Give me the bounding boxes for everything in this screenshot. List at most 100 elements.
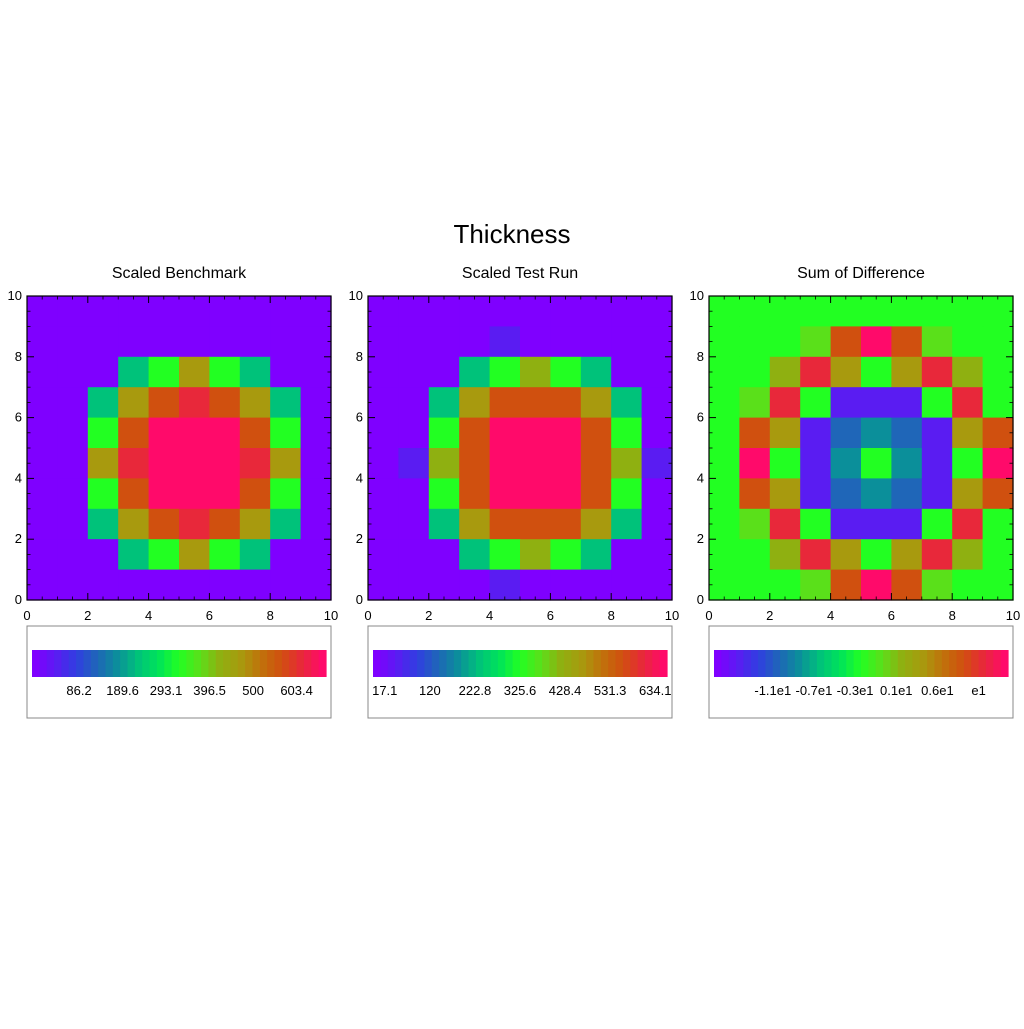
- heatmap-cell: [300, 508, 332, 540]
- heatmap-cell: [239, 539, 271, 571]
- x-tick-label: 10: [324, 608, 338, 623]
- heatmap-cell: [87, 326, 119, 358]
- heatmap-cell: [57, 417, 89, 449]
- heatmap-cell: [300, 478, 332, 510]
- heatmap-cell: [489, 326, 521, 358]
- heatmap-panel-1: Scaled Benchmark 0 2 4 6 8 10 0 2 4 6 8 10 86.2 189.6 2…: [8, 265, 338, 719]
- heatmap-cell: [709, 569, 740, 601]
- heatmap-cell: [861, 296, 892, 327]
- heatmap-cell: [368, 296, 399, 327]
- heatmap-cell: [27, 508, 58, 540]
- heatmap-cell: [952, 417, 984, 449]
- heatmap-cell: [428, 539, 460, 571]
- heatmap-cell: [952, 569, 984, 601]
- heatmap-cell: [952, 356, 984, 388]
- colorbar-swatch: [897, 650, 906, 677]
- heatmap-cell: [830, 296, 862, 327]
- colorbar-swatch: [549, 650, 558, 677]
- x-tick-label: 8: [267, 608, 274, 623]
- heatmap-cell: [428, 569, 460, 601]
- x-tick-label: 8: [608, 608, 615, 623]
- heatmap-cell: [611, 326, 643, 358]
- heatmap-cell: [550, 326, 582, 358]
- heatmap-cell: [118, 326, 150, 358]
- heatmap-cell: [550, 569, 582, 601]
- heatmap-cell: [368, 539, 399, 571]
- heatmap-cell: [611, 539, 643, 571]
- colorbar-swatch: [630, 650, 639, 677]
- colorbar-swatch: [105, 650, 114, 677]
- heatmap-cell: [800, 448, 832, 479]
- heatmap-cell: [952, 478, 984, 510]
- heatmap-cell: [87, 387, 119, 419]
- heatmap-cell: [209, 508, 241, 540]
- panel-title: Scaled Benchmark: [112, 265, 247, 282]
- colorbar-swatch: [373, 650, 381, 677]
- colorbar-label: -0.7e1: [796, 683, 833, 698]
- heatmap-cell: [520, 448, 551, 479]
- heatmap-cell: [57, 569, 89, 601]
- heatmap-cell: [800, 296, 832, 327]
- heatmap-cell: [148, 478, 180, 510]
- heatmap-cell: [550, 356, 582, 388]
- colorbar-swatch: [905, 650, 914, 677]
- heatmap-cell: [209, 539, 241, 571]
- heatmap-cell: [550, 448, 582, 479]
- colorbar-swatch: [743, 650, 752, 677]
- heatmap-cell: [641, 417, 673, 449]
- heatmap-cell: [520, 569, 551, 601]
- heatmap-cell: [239, 356, 271, 388]
- heatmap-cell: [520, 417, 551, 449]
- colorbar-swatch: [201, 650, 209, 677]
- colorbar-label: 0.1e1: [880, 683, 913, 698]
- heatmap-cell: [800, 387, 832, 419]
- heatmap-cell: [398, 387, 430, 419]
- colorbar-swatch: [223, 650, 232, 677]
- heatmap-cell: [739, 478, 771, 510]
- colorbar-label: e1: [971, 683, 985, 698]
- heatmap-cell: [87, 478, 119, 510]
- heatmap-cell: [239, 326, 271, 358]
- colorbar-label: 634.1: [639, 683, 672, 698]
- heatmap-cell: [118, 296, 150, 327]
- heatmap-cell: [239, 508, 271, 540]
- colorbar-swatch: [179, 650, 187, 677]
- colorbar-label: 531.3: [594, 683, 627, 698]
- colorbar-swatch: [652, 650, 661, 677]
- colorbar-swatch: [490, 650, 499, 677]
- colorbar-swatch: [112, 650, 121, 677]
- heatmap-cell: [769, 508, 801, 540]
- heatmap-cell: [428, 478, 460, 510]
- y-tick-label: 2: [15, 531, 22, 546]
- figure-title: Thickness: [453, 219, 570, 249]
- colorbar-swatch: [600, 650, 609, 677]
- heatmap-cell: [891, 539, 923, 571]
- colorbar-swatch: [927, 650, 936, 677]
- colorbar-swatch: [127, 650, 136, 677]
- heatmap-cell: [300, 326, 332, 358]
- heatmap-cell: [368, 326, 399, 358]
- heatmap-cell: [148, 387, 180, 419]
- colorbar-swatch: [68, 650, 77, 677]
- colorbar-label: -0.3e1: [837, 683, 874, 698]
- colorbar-swatch: [644, 650, 653, 677]
- colorbar-swatch: [868, 650, 877, 677]
- colorbar-swatch: [380, 650, 389, 677]
- heatmap-panel-3: Sum of Difference 0 2 4 6 8 10 0 2 4 6 8 10 -1.1e1 -0.…: [690, 265, 1020, 719]
- heatmap-cell: [118, 356, 150, 388]
- heatmap-cell: [709, 508, 740, 540]
- y-tick-label: 10: [349, 288, 363, 303]
- heatmap-cell: [709, 478, 740, 510]
- heatmap-cell: [489, 448, 521, 479]
- heatmap-cell: [27, 448, 58, 479]
- colorbar-label: -1.1e1: [754, 683, 791, 698]
- heatmap-cell: [489, 569, 521, 601]
- heatmap-cell: [921, 296, 953, 327]
- colorbar-swatch: [802, 650, 811, 677]
- heatmap-cell: [861, 356, 892, 388]
- heatmap-cell: [800, 326, 832, 358]
- heatmap-cell: [800, 569, 832, 601]
- heatmap-cell: [921, 478, 953, 510]
- colorbar-swatch: [816, 650, 825, 677]
- heatmap-cell: [57, 539, 89, 571]
